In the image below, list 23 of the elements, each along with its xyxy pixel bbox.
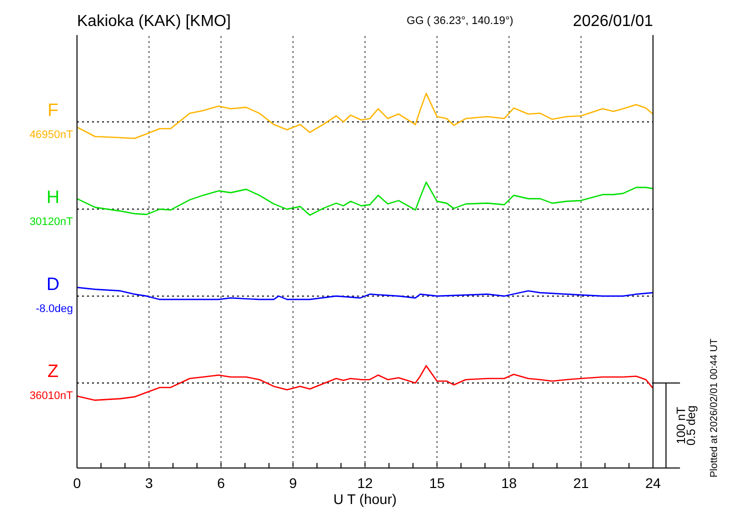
x-tick-label: 18 bbox=[501, 475, 517, 491]
series-label: F bbox=[48, 100, 58, 120]
x-tick-label: 0 bbox=[73, 475, 82, 491]
scale-bar: 100 nT 0.5 deg bbox=[652, 382, 698, 468]
series-label: H bbox=[46, 187, 60, 208]
x-tick-label: 12 bbox=[357, 475, 373, 491]
x-tick-label: 3 bbox=[145, 475, 154, 491]
x-tick-label: 21 bbox=[573, 475, 589, 491]
x-tick-label: 24 bbox=[645, 475, 661, 491]
x-tick-label: 6 bbox=[217, 475, 226, 491]
text: Plotted at 2026/02/01 00:44 UT bbox=[709, 338, 720, 478]
x-tick-label: 9 bbox=[289, 475, 298, 491]
ref-line-label: 46950nT bbox=[30, 128, 74, 141]
x-tick-label: 15 bbox=[429, 475, 445, 491]
x-axis-title: U T (hour) bbox=[333, 491, 397, 507]
text: 2026/01/01 bbox=[572, 13, 654, 30]
chart-subtitle: GG ( 36.23°, 140.19°) bbox=[406, 15, 514, 27]
ref-line-label: 30120nT bbox=[30, 216, 74, 228]
ref-line-label: -8.0deg bbox=[36, 303, 73, 316]
chart-title: Kakioka (KAK) [KMO] bbox=[77, 13, 231, 30]
ref-line-label: 36010nT bbox=[30, 390, 74, 402]
series-label: Z bbox=[48, 360, 58, 381]
series-label: D bbox=[46, 274, 60, 294]
